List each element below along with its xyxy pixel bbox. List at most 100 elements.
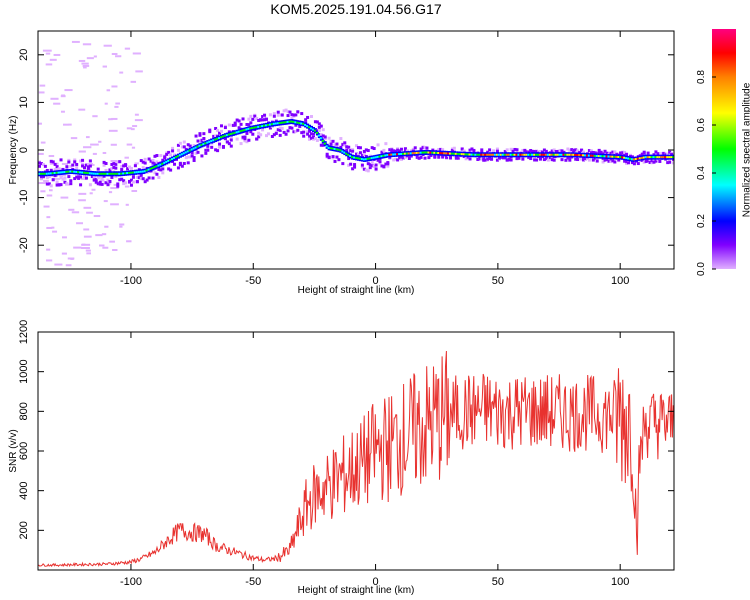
heatmap-cell — [235, 137, 239, 141]
heatmap-cell — [480, 148, 484, 152]
snr-y-ticks: 200 400 600 800 1000 1200 — [18, 320, 674, 540]
heatmap-cell — [110, 203, 119, 206]
heatmap-cell — [83, 66, 87, 69]
heatmap-cell — [311, 137, 315, 141]
heatmap-cell — [533, 153, 536, 156]
heatmap-cell — [368, 157, 372, 160]
heatmap-cell — [96, 167, 100, 171]
x-tick-label: 50 — [492, 576, 504, 588]
heatmap-cell — [374, 156, 378, 159]
heatmap-cell — [288, 110, 292, 114]
heatmap-cell — [73, 246, 82, 249]
heatmap-cell — [261, 125, 264, 128]
heatmap-cell — [358, 157, 362, 160]
heatmap-cell — [43, 180, 47, 184]
heatmap-cell — [225, 140, 229, 144]
heatmap-cell — [139, 177, 143, 181]
heatmap-cell — [347, 163, 351, 167]
heatmap-cell — [605, 158, 609, 162]
heatmap-cell — [120, 172, 123, 175]
heatmap-cell — [124, 164, 128, 168]
heatmap-cell — [134, 119, 143, 122]
heatmap-cell — [103, 200, 108, 203]
heatmap-cell — [353, 165, 357, 169]
heatmap-cell — [141, 160, 145, 164]
heatmap-cell — [77, 176, 81, 180]
heatmap-cell — [131, 175, 135, 179]
heatmap-cell — [372, 147, 376, 151]
heatmap-cell — [638, 157, 642, 160]
heatmap-cell — [306, 132, 310, 136]
heatmap-cell — [151, 166, 155, 169]
heatmap-cell — [409, 152, 413, 155]
heatmap-cell — [229, 133, 233, 136]
heatmap-cell — [527, 153, 530, 156]
heatmap-cell — [261, 118, 265, 122]
heatmap-cell — [317, 134, 321, 137]
heatmap-cell — [165, 160, 168, 163]
heatmap-cell — [114, 172, 117, 175]
heatmap-cell — [568, 148, 572, 152]
heatmap-cell — [296, 110, 300, 114]
heatmap-cell — [668, 160, 672, 164]
heatmap-cell — [423, 145, 427, 149]
heatmap-cell — [331, 139, 335, 143]
heatmap-cell — [468, 157, 472, 161]
heatmap-cell — [122, 182, 126, 186]
heatmap-cell — [124, 181, 128, 185]
heatmap-cell — [370, 164, 374, 168]
heatmap-cell — [284, 108, 288, 112]
heatmap-cell — [660, 151, 664, 155]
heatmap-cell — [632, 158, 636, 161]
heatmap-cell — [171, 158, 174, 161]
heatmap-cell — [38, 172, 41, 175]
heatmap-cell — [176, 155, 180, 158]
heatmap-cell — [311, 135, 315, 139]
heatmap-cell — [92, 175, 96, 179]
heatmap-cell — [445, 152, 448, 155]
heatmap-cell — [540, 150, 544, 154]
heatmap-cell — [86, 211, 93, 214]
heatmap-cell — [208, 140, 211, 143]
heatmap-cell — [523, 149, 527, 153]
heatmap-cell — [429, 153, 433, 157]
heatmap-cell — [263, 124, 266, 127]
heatmap-cell — [134, 113, 139, 116]
heatmap-cell — [77, 175, 81, 179]
heatmap-cell — [468, 148, 472, 152]
heatmap-cell — [61, 252, 67, 255]
heatmap-cell — [251, 117, 255, 121]
heatmap-cell — [325, 152, 329, 156]
heatmap-cell — [48, 155, 55, 158]
heatmap-cell — [347, 145, 351, 149]
heatmap-cell — [272, 133, 276, 137]
heatmap-cell — [180, 145, 184, 149]
heatmap-cell — [59, 158, 63, 162]
figure-title: KOM5.2025.191.04.56.G17 — [270, 1, 441, 17]
heatmap-cell — [102, 151, 107, 154]
heatmap-cell — [407, 152, 411, 155]
heatmap-cell — [544, 153, 548, 156]
heatmap-cell — [396, 158, 400, 162]
y-tick-label: 200 — [18, 521, 30, 539]
heatmap-cell — [173, 157, 176, 160]
heatmap-cell — [591, 154, 595, 157]
heatmap-cell — [124, 172, 127, 175]
heatmap-cell — [137, 170, 141, 173]
snr-y-axis-label: SNR (v/v) — [8, 429, 19, 472]
heatmap-cell — [114, 162, 118, 166]
heatmap-cell — [129, 171, 133, 174]
heatmap-cell — [421, 146, 425, 150]
heatmap-cell — [658, 159, 662, 163]
heatmap-cell — [216, 149, 220, 153]
heatmap-cell — [94, 177, 98, 181]
heatmap-cell — [546, 158, 550, 162]
heatmap-cell — [484, 153, 487, 156]
heatmap-cell — [135, 180, 139, 184]
heatmap-cell — [652, 158, 656, 162]
heatmap-cell — [533, 149, 537, 153]
x-tick-label: -100 — [120, 275, 142, 287]
heatmap-cell — [65, 264, 72, 267]
heatmap-cell — [241, 135, 245, 139]
heatmap-cell — [437, 147, 441, 151]
